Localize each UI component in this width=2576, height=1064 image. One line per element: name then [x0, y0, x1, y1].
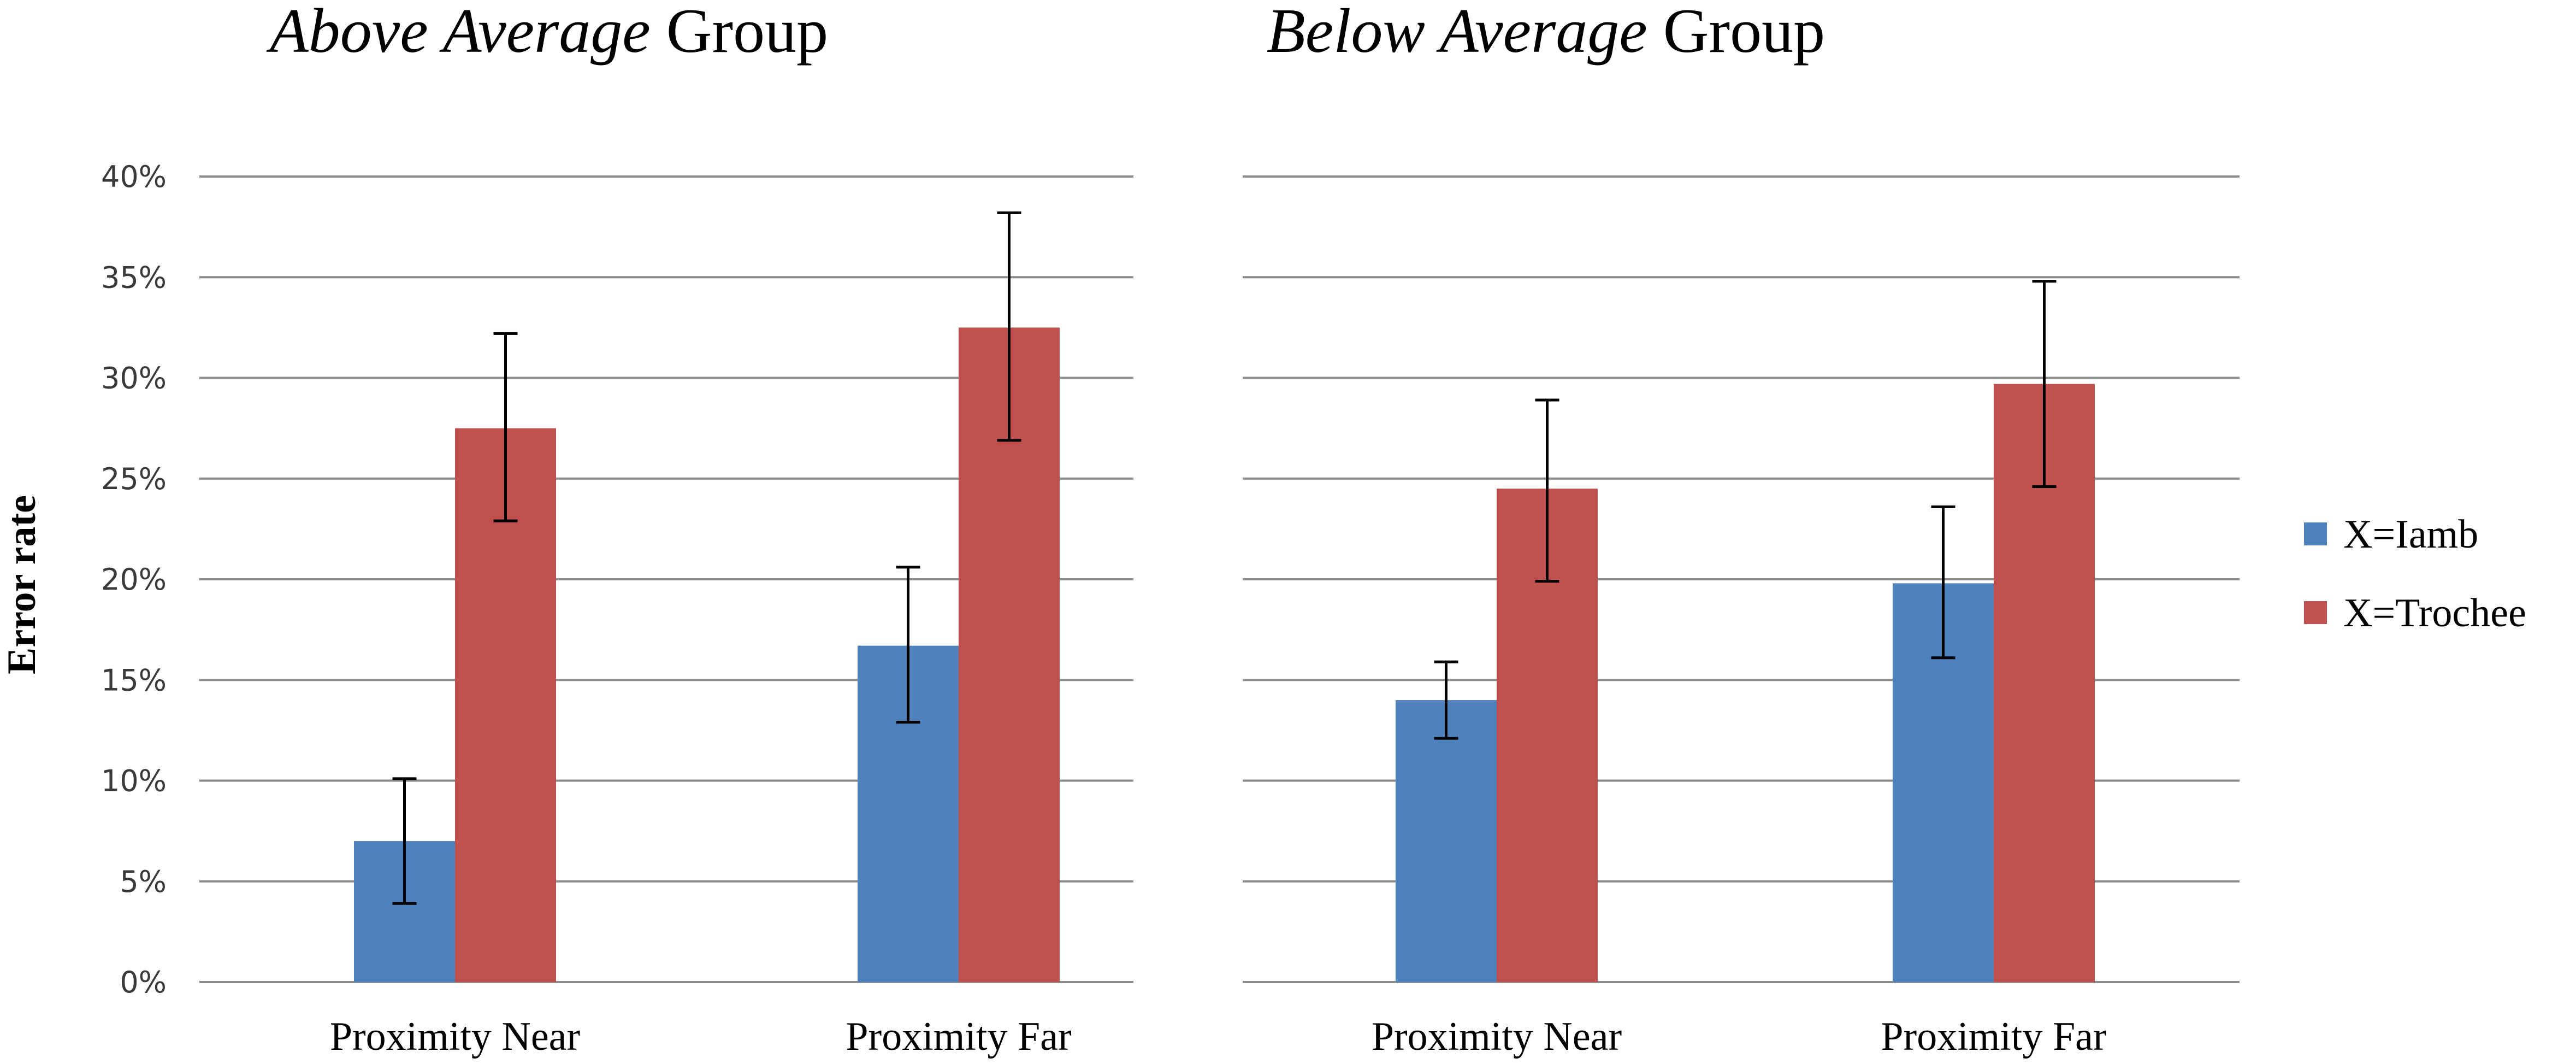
- y-tick-label: 40%: [101, 160, 167, 194]
- category-label: Proximity Near: [330, 1014, 580, 1059]
- category-label: Proximity Far: [846, 1014, 1071, 1059]
- panel-above-average: 0% 5% 10% 15% 20% 25% 30% 35% 40% Proximity Near P…: [101, 160, 1133, 1059]
- panel-title-above-italic: Above Average: [266, 0, 651, 66]
- panel-title-below-rest: Group: [1647, 0, 1825, 66]
- y-tick-label: 10%: [101, 764, 167, 798]
- panel-title-above-rest: Group: [651, 0, 828, 66]
- category-label: Proximity Near: [1372, 1014, 1622, 1059]
- legend-swatch-trochee: [2304, 601, 2327, 624]
- y-tick-label: 20%: [101, 562, 167, 597]
- y-tick-label: 30%: [101, 361, 167, 396]
- panel-below-average: Proximity Near Proximity Far: [1243, 175, 2240, 1059]
- y-tick-label: 35%: [101, 260, 167, 295]
- y-tick-label: 15%: [101, 663, 167, 697]
- y-tick-label: 25%: [101, 462, 167, 496]
- y-tick-label: 0%: [120, 965, 167, 1000]
- category-label: Proximity Far: [1881, 1014, 2106, 1059]
- panel-title-below: Below Average Group: [1267, 0, 1825, 66]
- panel-title-above: Above Average Group: [266, 0, 828, 66]
- y-axis-label: Error rate: [0, 495, 44, 674]
- legend: X=Iamb X=Trochee: [2304, 512, 2526, 636]
- legend-swatch-iamb: [2304, 522, 2327, 545]
- legend-label-iamb: X=Iamb: [2343, 512, 2478, 557]
- y-tick-label: 5%: [120, 865, 167, 899]
- bar-iamb-near: [1396, 700, 1497, 982]
- panel-title-below-italic: Below Average: [1267, 0, 1647, 66]
- legend-label-trochee: X=Trochee: [2343, 591, 2526, 636]
